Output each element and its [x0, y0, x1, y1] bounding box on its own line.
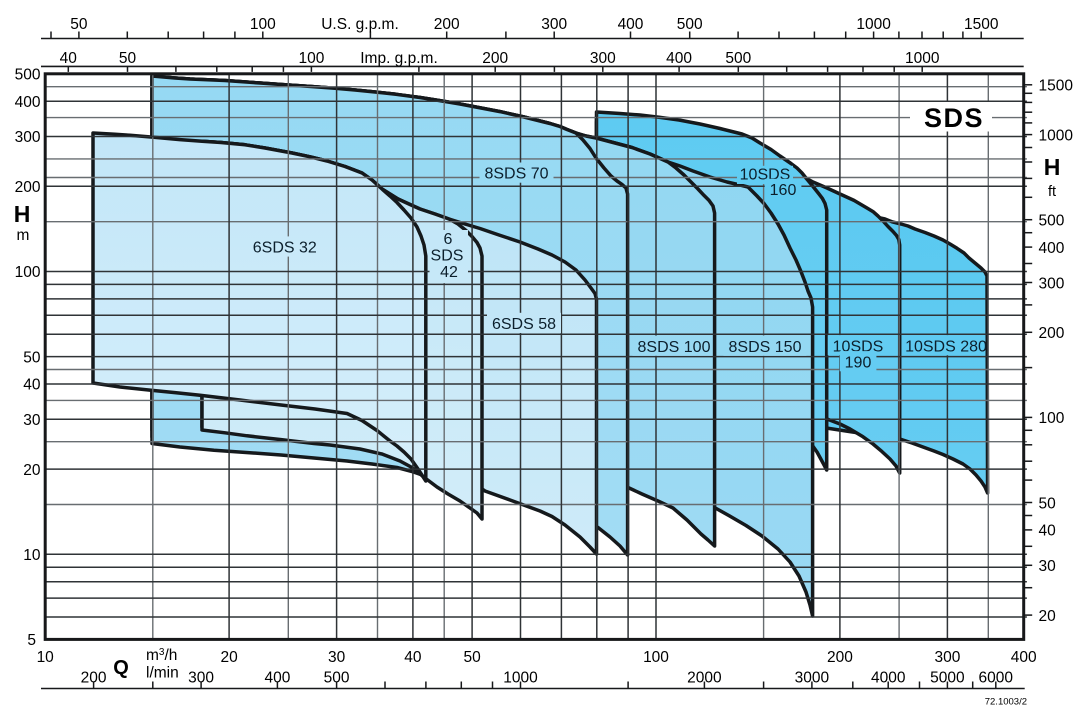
svg-text:1000: 1000 — [905, 50, 940, 67]
svg-text:30: 30 — [23, 412, 41, 429]
svg-text:1000: 1000 — [856, 16, 891, 33]
svg-text:40: 40 — [23, 377, 41, 394]
svg-text:H: H — [1044, 154, 1061, 180]
svg-text:l/min: l/min — [146, 665, 179, 682]
svg-text:300: 300 — [1039, 275, 1065, 292]
svg-text:H: H — [14, 201, 31, 227]
svg-text:SDS: SDS — [431, 248, 464, 265]
svg-text:5000: 5000 — [930, 669, 965, 686]
svg-text:400: 400 — [666, 50, 692, 67]
svg-text:50: 50 — [23, 349, 41, 366]
svg-text:40: 40 — [60, 50, 78, 67]
svg-text:300: 300 — [188, 669, 214, 686]
svg-text:500: 500 — [677, 16, 703, 33]
svg-text:40: 40 — [1039, 523, 1057, 540]
svg-text:8SDS 150: 8SDS 150 — [729, 339, 802, 356]
svg-text:20: 20 — [220, 649, 238, 666]
svg-text:300: 300 — [541, 16, 567, 33]
svg-text:ft: ft — [1048, 184, 1056, 200]
svg-text:200: 200 — [482, 50, 508, 67]
svg-text:40: 40 — [404, 649, 422, 666]
svg-text:m: m — [17, 227, 30, 244]
svg-text:50: 50 — [70, 16, 88, 33]
svg-text:190: 190 — [845, 354, 872, 371]
svg-text:400: 400 — [15, 94, 41, 111]
svg-text:72.1003/2: 72.1003/2 — [985, 697, 1027, 708]
svg-text:100: 100 — [15, 264, 41, 281]
svg-text:1000: 1000 — [1039, 127, 1074, 144]
svg-text:1000: 1000 — [503, 669, 538, 686]
svg-text:300: 300 — [15, 129, 41, 146]
svg-text:4000: 4000 — [871, 669, 906, 686]
svg-text:10SDS 280: 10SDS 280 — [905, 338, 987, 355]
svg-text:6: 6 — [444, 231, 453, 248]
svg-text:300: 300 — [590, 50, 616, 67]
svg-text:50: 50 — [119, 50, 137, 67]
svg-text:10: 10 — [37, 649, 55, 666]
svg-text:42: 42 — [440, 264, 458, 281]
svg-text:300: 300 — [934, 649, 960, 666]
svg-text:160: 160 — [770, 182, 797, 199]
svg-text:100: 100 — [250, 16, 276, 33]
svg-text:6SDS 58: 6SDS 58 — [492, 316, 556, 333]
svg-text:200: 200 — [15, 179, 41, 196]
svg-text:50: 50 — [1039, 495, 1057, 512]
svg-text:30: 30 — [328, 649, 346, 666]
svg-text:8SDS 100: 8SDS 100 — [638, 339, 711, 356]
svg-text:200: 200 — [1039, 325, 1065, 342]
svg-text:5: 5 — [27, 632, 36, 649]
svg-text:400: 400 — [618, 16, 644, 33]
svg-text:500: 500 — [1039, 213, 1065, 230]
svg-text:10SDS: 10SDS — [833, 338, 884, 355]
svg-text:Imp. g.p.m.: Imp. g.p.m. — [360, 50, 438, 67]
svg-text:400: 400 — [264, 669, 290, 686]
svg-text:200: 200 — [434, 16, 460, 33]
svg-text:500: 500 — [324, 669, 350, 686]
svg-text:1500: 1500 — [964, 16, 999, 33]
svg-text:1500: 1500 — [1039, 78, 1074, 95]
svg-text:20: 20 — [1039, 608, 1057, 625]
svg-text:200: 200 — [81, 669, 107, 686]
svg-text:6SDS 32: 6SDS 32 — [253, 240, 317, 257]
svg-text:200: 200 — [827, 649, 853, 666]
svg-text:m3/h: m3/h — [146, 647, 177, 664]
svg-text:20: 20 — [23, 462, 41, 479]
svg-text:500: 500 — [15, 67, 41, 84]
svg-text:50: 50 — [463, 649, 481, 666]
svg-text:100: 100 — [643, 649, 669, 666]
svg-text:6000: 6000 — [979, 669, 1014, 686]
svg-text:400: 400 — [1039, 240, 1065, 257]
svg-text:Q: Q — [113, 657, 129, 679]
svg-text:10: 10 — [23, 547, 41, 564]
svg-text:2000: 2000 — [687, 669, 722, 686]
svg-text:100: 100 — [298, 50, 324, 67]
svg-text:3000: 3000 — [795, 669, 830, 686]
svg-text:SDS: SDS — [924, 103, 984, 133]
svg-text:500: 500 — [725, 50, 751, 67]
svg-text:30: 30 — [1039, 558, 1057, 575]
svg-text:400: 400 — [1011, 649, 1037, 666]
svg-text:U.S. g.p.m.: U.S. g.p.m. — [321, 16, 399, 33]
svg-text:100: 100 — [1039, 410, 1065, 427]
svg-text:8SDS 70: 8SDS 70 — [484, 166, 548, 183]
